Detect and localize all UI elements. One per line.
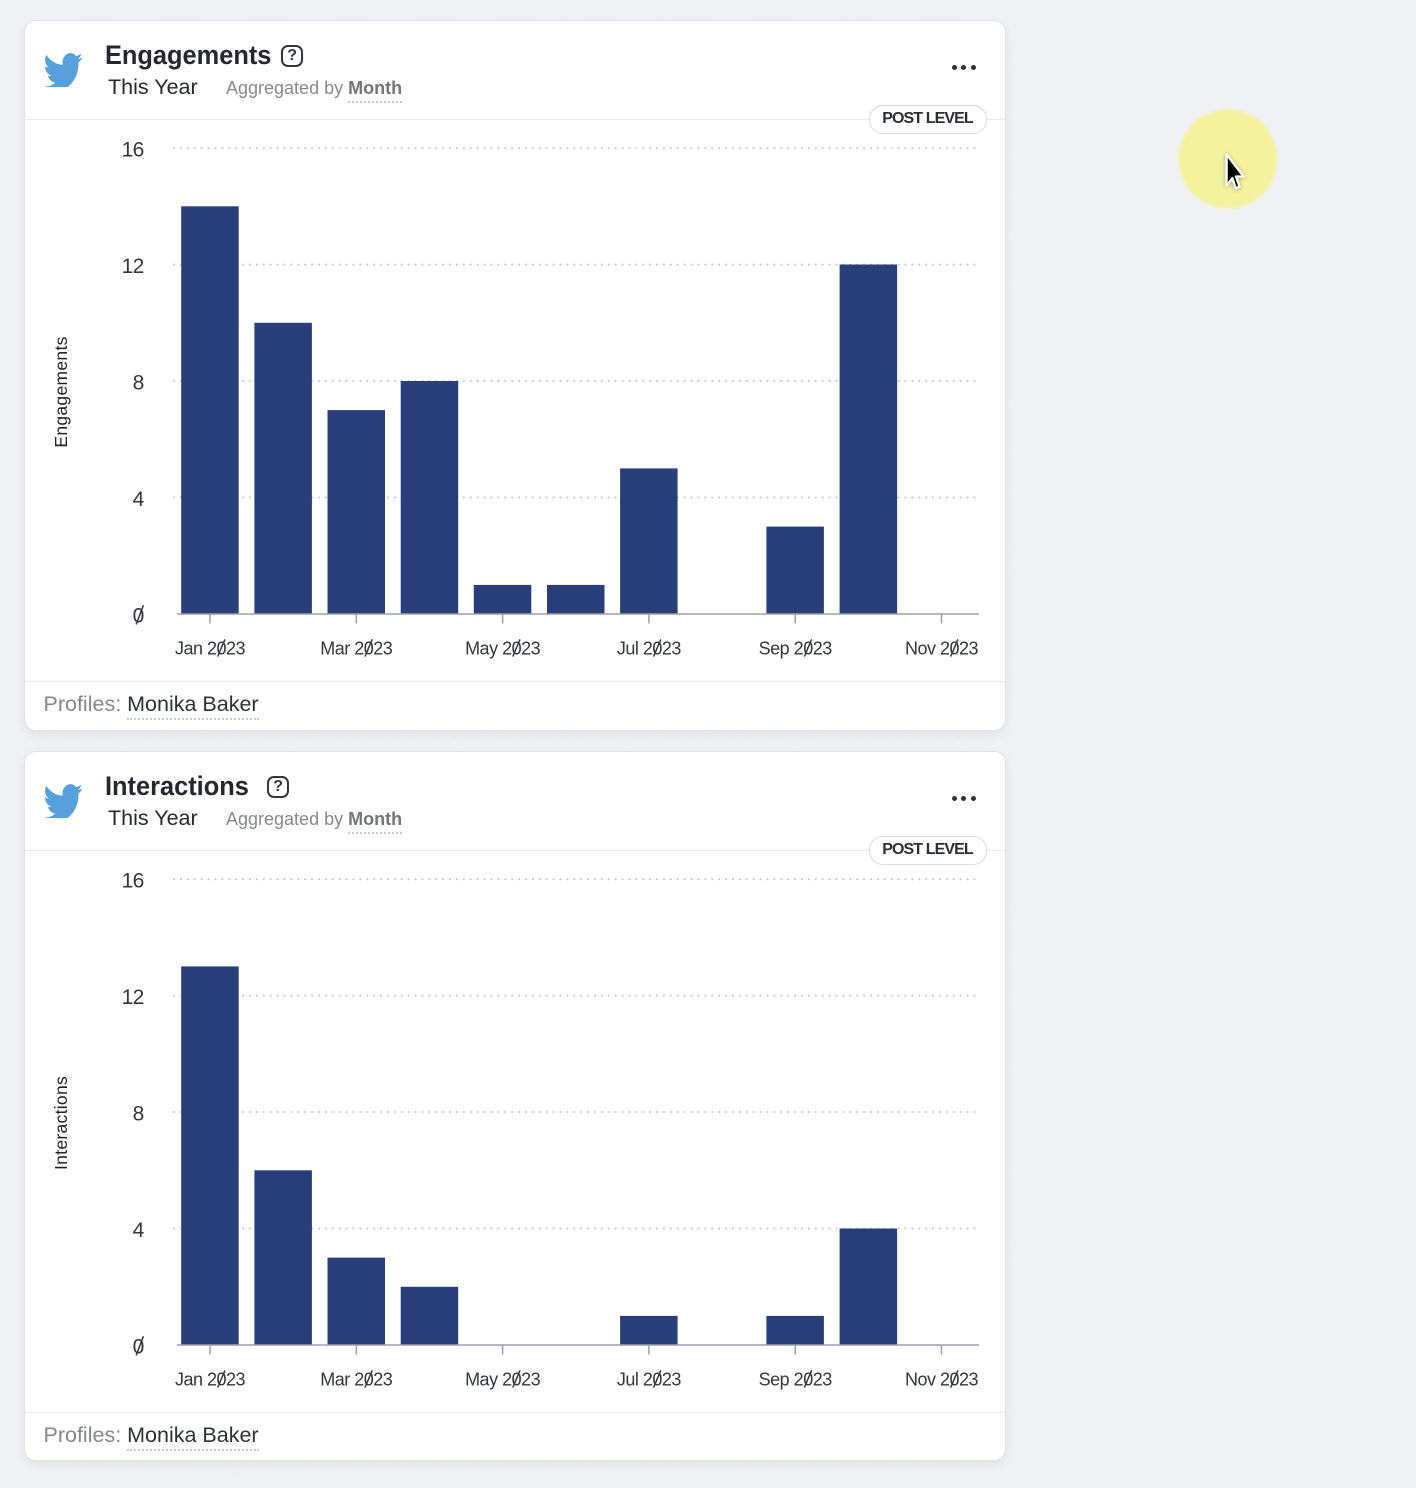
svg-text:4: 4 [133, 488, 145, 511]
svg-text:Jan 2023: Jan 2023 [175, 1370, 246, 1390]
svg-text:0: 0 [133, 604, 144, 627]
svg-text:Jul 2023: Jul 2023 [617, 1370, 682, 1390]
svg-text:Jan 2023: Jan 2023 [175, 639, 246, 659]
svg-text:8: 8 [133, 371, 144, 394]
svg-text:Mar 2023: Mar 2023 [320, 1370, 393, 1390]
svg-text:May 2023: May 2023 [465, 1370, 541, 1390]
svg-text:4: 4 [133, 1219, 145, 1242]
svg-text:Sep 2023: Sep 2023 [759, 1370, 833, 1390]
svg-text:8: 8 [133, 1102, 144, 1125]
svg-text:May 2023: May 2023 [465, 639, 541, 659]
svg-text:Sep 2023: Sep 2023 [759, 639, 833, 659]
svg-text:Engagements: Engagements [51, 336, 71, 447]
svg-text:16: 16 [122, 139, 144, 162]
svg-text:0: 0 [133, 1335, 144, 1358]
svg-text:Jul 2023: Jul 2023 [617, 639, 682, 659]
svg-text:Nov 2023: Nov 2023 [905, 1370, 979, 1390]
svg-text:Nov 2023: Nov 2023 [905, 639, 979, 659]
svg-text:Mar 2023: Mar 2023 [320, 639, 393, 659]
svg-text:12: 12 [122, 986, 144, 1009]
svg-text:16: 16 [122, 870, 144, 893]
svg-text:12: 12 [122, 255, 144, 278]
svg-text:Interactions: Interactions [51, 1076, 71, 1170]
